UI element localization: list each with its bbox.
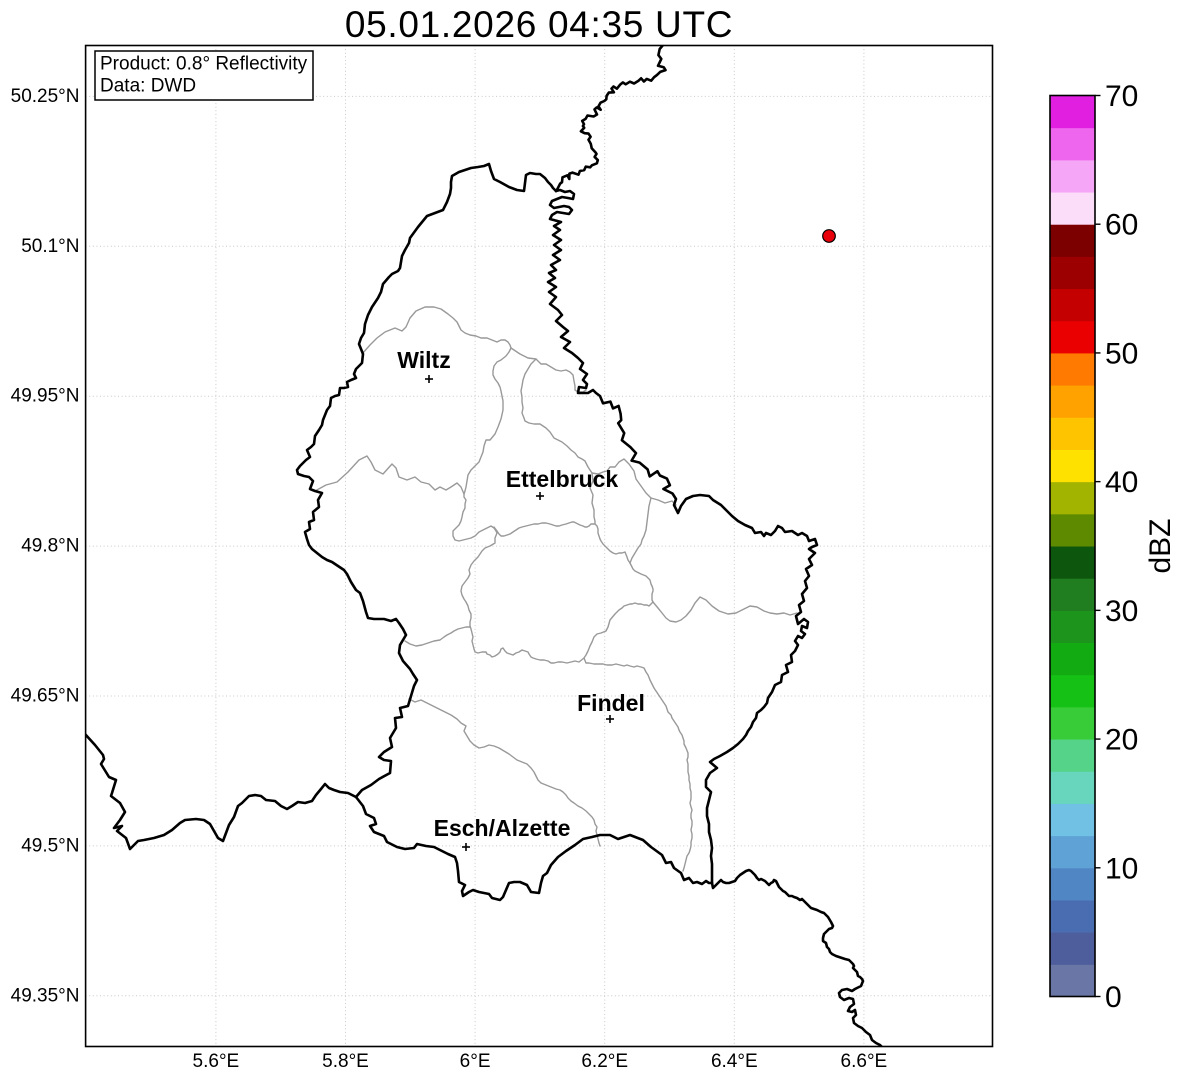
svg-text:6.2°E: 6.2°E	[581, 1051, 628, 1072]
svg-text:49.5°N: 49.5°N	[21, 835, 79, 856]
svg-text:50.1°N: 50.1°N	[21, 236, 79, 257]
svg-text:0: 0	[1105, 981, 1122, 1014]
svg-text:6.6°E: 6.6°E	[841, 1051, 888, 1072]
svg-text:30: 30	[1105, 595, 1138, 628]
svg-text:49.65°N: 49.65°N	[11, 686, 80, 707]
svg-text:60: 60	[1105, 209, 1138, 242]
svg-text:Product: 0.8° Reflectivity: Product: 0.8° Reflectivity	[100, 54, 308, 75]
svg-text:10: 10	[1105, 852, 1138, 885]
svg-text:Ettelbruck: Ettelbruck	[506, 466, 619, 492]
svg-text:05.01.2026 04:35 UTC: 05.01.2026 04:35 UTC	[345, 4, 733, 45]
svg-text:70: 70	[1105, 80, 1138, 113]
svg-text:49.95°N: 49.95°N	[11, 386, 80, 407]
svg-text:49.35°N: 49.35°N	[11, 985, 80, 1006]
svg-text:20: 20	[1105, 724, 1138, 757]
svg-text:50: 50	[1105, 337, 1138, 370]
svg-text:6.4°E: 6.4°E	[711, 1051, 758, 1072]
svg-text:50.25°N: 50.25°N	[11, 86, 80, 107]
svg-text:5.6°E: 5.6°E	[193, 1051, 240, 1072]
svg-text:dBZ: dBZ	[1144, 518, 1177, 573]
svg-text:Data: DWD: Data: DWD	[100, 76, 196, 97]
svg-text:Findel: Findel	[577, 690, 645, 716]
svg-text:6°E: 6°E	[460, 1051, 491, 1072]
svg-text:49.8°N: 49.8°N	[21, 536, 79, 557]
svg-text:40: 40	[1105, 466, 1138, 499]
svg-text:Esch/Alzette: Esch/Alzette	[434, 815, 571, 841]
svg-text:Wiltz: Wiltz	[397, 347, 450, 373]
svg-text:5.8°E: 5.8°E	[322, 1051, 369, 1072]
